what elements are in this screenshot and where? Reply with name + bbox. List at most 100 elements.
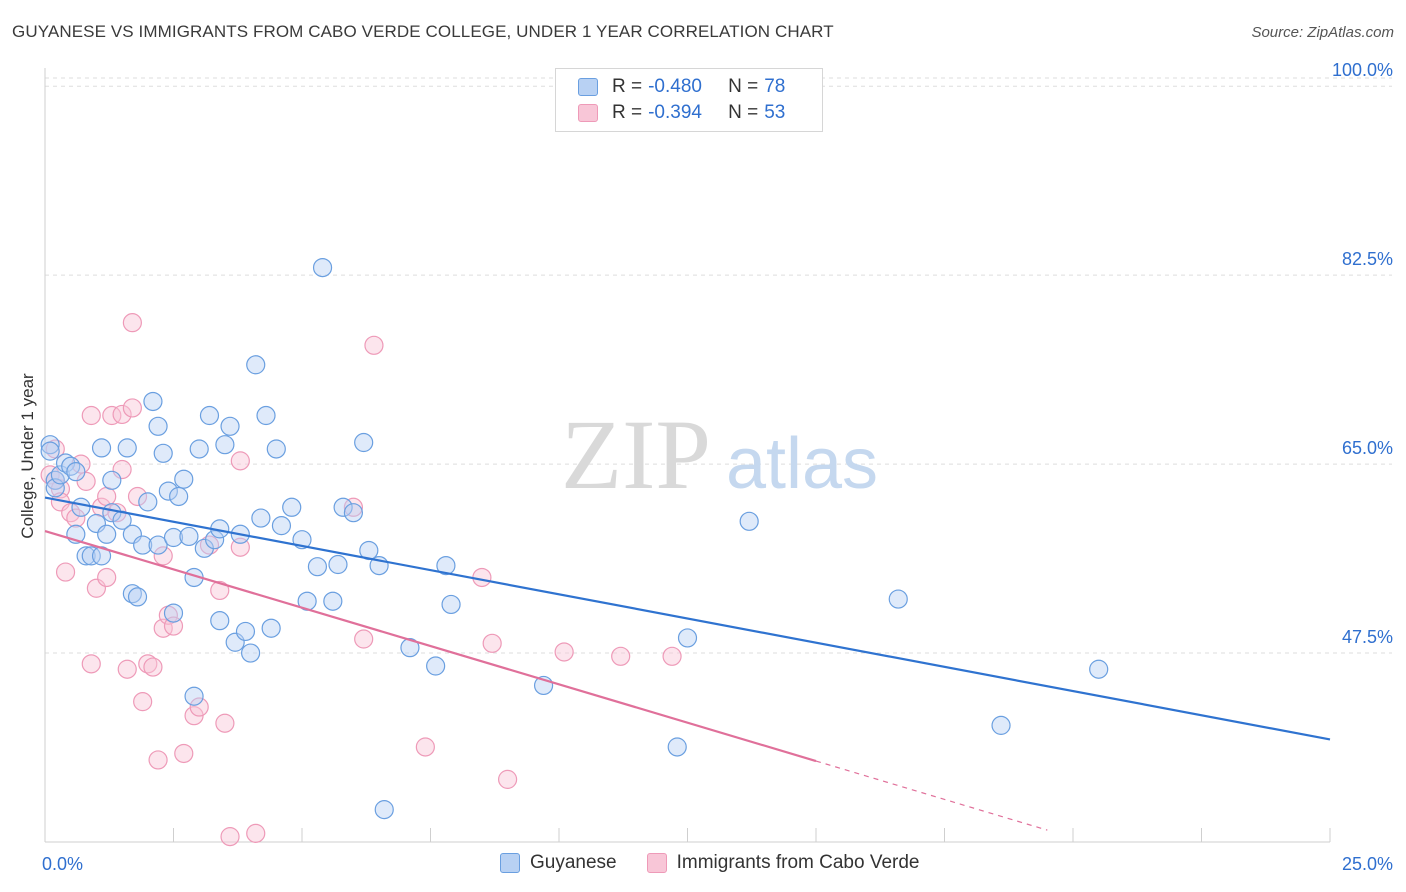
- guyanese-point: [246, 355, 266, 375]
- trend-lines: [44, 496, 1331, 831]
- guyanese-point: [174, 469, 194, 489]
- cabo-verde-point: [76, 471, 96, 491]
- cabo-verde-swatch: [578, 104, 598, 122]
- cabo-verde-point: [143, 657, 163, 677]
- guyanese-point: [210, 611, 230, 631]
- guyanese-point: [256, 405, 276, 426]
- guyanese-point: [215, 435, 235, 455]
- r-value: -0.480: [648, 76, 702, 97]
- r-label: R =: [612, 102, 643, 123]
- guyanese-point: [189, 439, 209, 459]
- guyanese-point: [81, 546, 101, 566]
- guyanese-point: [400, 638, 420, 658]
- n-label: N =: [728, 76, 759, 97]
- guyanese-point: [251, 508, 271, 528]
- cabo-verde-point: [210, 580, 230, 601]
- guyanese-point: [323, 591, 343, 611]
- guyanese-point: [97, 524, 117, 544]
- axis-labels: 47.5% 65.0% 82.5% 100.0% 0.0% 25.0% College, U…: [18, 60, 1393, 874]
- guyanese-point: [235, 621, 256, 642]
- guyanese-point: [343, 503, 363, 523]
- guyanese-point: [426, 656, 446, 676]
- cabo-verde-point: [662, 646, 682, 666]
- cabo-verde-point: [482, 633, 502, 653]
- r-value: -0.394: [648, 102, 702, 123]
- cabo-verde-point: [112, 404, 132, 425]
- legend-item-cabo-verde[interactable]: Immigrants from Cabo Verde: [646, 852, 920, 874]
- cabo-verde-point: [554, 642, 574, 662]
- guyanese-point: [117, 438, 137, 458]
- correlation-legend: R = -0.480 N = 78 R = -0.394 N = 53: [555, 68, 823, 132]
- guyanese-point: [122, 584, 142, 604]
- y-tick-label: 65.0%: [1342, 438, 1393, 458]
- cabo-verde-point: [97, 486, 117, 507]
- guyanese-point: [354, 432, 374, 453]
- guyanese-point: [40, 441, 60, 461]
- guyanese-point: [179, 526, 199, 547]
- cabo-verde-point: [230, 451, 250, 471]
- legend-label-cabo-verde: Immigrants from Cabo Verde: [676, 852, 920, 873]
- cabo-verde-point: [354, 629, 374, 649]
- guyanese-trend-line: [44, 496, 1331, 741]
- n-value: 78: [764, 76, 786, 97]
- guyanese-point: [163, 527, 184, 548]
- cabo-verde-point: [66, 508, 86, 528]
- cabo-verde-point: [133, 692, 153, 712]
- cabo-verde-point: [122, 313, 142, 333]
- guyanese-point: [667, 737, 687, 757]
- chart-title: GUYANESE VS IMMIGRANTS FROM CABO VERDE C…: [12, 22, 834, 41]
- guyanese-point: [169, 486, 189, 507]
- legend-label-guyanese: Guyanese: [530, 852, 617, 873]
- cabo-verde-trend-line: [44, 529, 817, 763]
- cabo-verde-point: [415, 737, 435, 757]
- y-tick-label: 82.5%: [1342, 249, 1393, 269]
- series-legend: Guyanese Immigrants from Cabo Verde: [500, 852, 950, 874]
- guyanese-point: [143, 391, 163, 412]
- cabo-verde-point: [117, 659, 137, 679]
- cabo-verde-point: [102, 405, 122, 426]
- watermark-atlas: atlas: [726, 424, 878, 504]
- y-axis-title: College, Under 1 year: [18, 373, 37, 539]
- guyanese-point: [436, 555, 456, 576]
- cabo-verde-point: [364, 335, 384, 355]
- legend-item-guyanese[interactable]: Guyanese: [500, 852, 617, 874]
- guyanese-point: [158, 481, 178, 501]
- cabo-verde-point: [81, 654, 101, 674]
- guyanese-point: [374, 800, 394, 820]
- cabo-verde-trend-extension: [815, 760, 1048, 831]
- cabo-verde-points: [40, 313, 682, 847]
- guyanese-point: [677, 628, 698, 648]
- guyanese-point: [261, 618, 281, 638]
- guyanese-point: [328, 554, 348, 575]
- cabo-verde-point: [138, 654, 158, 674]
- guyanese-point: [184, 686, 204, 706]
- cabo-verde-point: [97, 567, 117, 588]
- y-tick-label: 100.0%: [1332, 60, 1393, 80]
- guyanese-point: [127, 587, 148, 607]
- guyanese-point: [991, 715, 1011, 735]
- guyanese-point: [282, 497, 302, 517]
- watermark: ZIP atlas: [561, 399, 878, 510]
- guyanese-point: [148, 416, 168, 436]
- cabo-verde-point: [127, 486, 148, 507]
- guyanese-point: [71, 497, 91, 517]
- cabo-verde-point: [611, 646, 631, 666]
- watermark-zip: ZIP: [561, 399, 711, 510]
- guyanese-point: [40, 435, 60, 455]
- guyanese-legend-swatch: [500, 853, 520, 873]
- guyanese-point: [153, 443, 173, 463]
- guyanese-point: [888, 589, 908, 609]
- n-label: N =: [728, 102, 759, 123]
- source-label: Source: ZipAtlas.com: [1251, 24, 1394, 41]
- guyanese-point: [441, 594, 461, 615]
- x-tick-label: 0.0%: [42, 854, 83, 874]
- legend-row-cabo-verde: R = -0.394 N = 53: [578, 101, 785, 125]
- y-tick-label: 47.5%: [1342, 627, 1393, 647]
- cabo-verde-point: [498, 769, 518, 789]
- cabo-verde-point: [55, 562, 76, 582]
- guyanese-point: [66, 462, 86, 482]
- guyanese-points: [40, 257, 1109, 820]
- cabo-verde-point: [343, 497, 363, 517]
- n-value: 53: [764, 102, 786, 123]
